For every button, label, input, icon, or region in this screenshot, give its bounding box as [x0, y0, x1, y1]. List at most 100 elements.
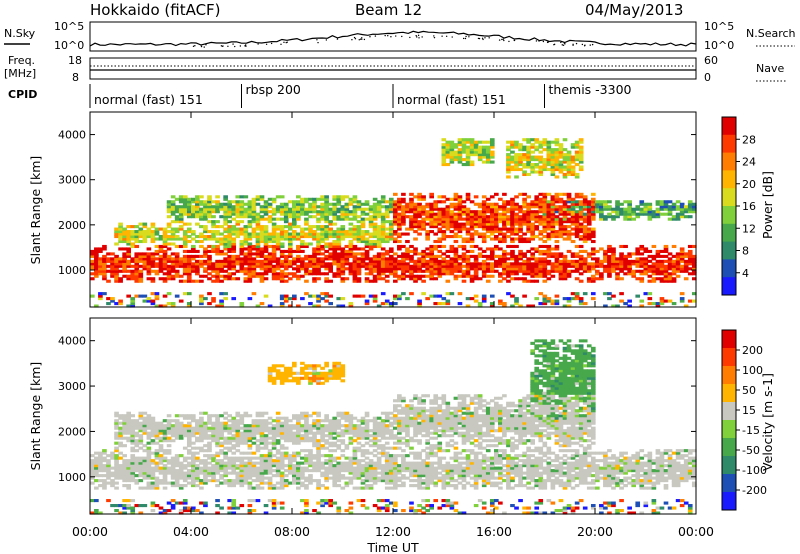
heatmap-cell — [615, 200, 620, 204]
heatmap-cell — [401, 262, 406, 266]
heatmap-cell — [397, 212, 402, 216]
heatmap-cell — [263, 446, 269, 450]
heatmap-cell — [566, 269, 572, 273]
heatmap-cell — [562, 217, 568, 221]
heatmap-cell — [312, 237, 317, 241]
heatmap-cell — [138, 486, 144, 490]
heatmap-cell — [542, 220, 548, 224]
heatmap-cell — [211, 471, 216, 475]
heatmap-cell — [98, 469, 103, 473]
heatmap-cell — [489, 232, 495, 236]
heatmap-cell — [449, 249, 455, 253]
heatmap-cell — [538, 222, 544, 226]
heatmap-cell — [182, 446, 188, 450]
heatmap-cell — [457, 143, 463, 147]
heatmap-cell — [469, 274, 475, 278]
heatmap-cell — [659, 272, 665, 276]
heatmap-cell — [388, 267, 394, 271]
heatmap-cell — [114, 454, 119, 458]
heatmap-cell — [287, 207, 293, 211]
nsearch-point — [561, 44, 563, 46]
heatmap-cell — [110, 466, 115, 470]
heatmap-cell — [429, 244, 434, 249]
heatmap-cell — [457, 158, 463, 162]
heatmap-cell — [372, 274, 378, 278]
heatmap-cell — [526, 259, 531, 263]
heatmap-cell — [316, 237, 321, 241]
heatmap-cell — [279, 461, 285, 465]
heatmap-cell — [348, 264, 354, 268]
heatmap-cell — [340, 259, 346, 263]
colorbar-tick-label: 24 — [742, 156, 756, 169]
heatmap-cell — [142, 254, 148, 258]
heatmap-cell — [417, 299, 422, 303]
heatmap-cell — [150, 292, 156, 296]
heatmap-cell — [611, 264, 616, 268]
heatmap-cell — [595, 257, 600, 261]
heatmap-cell — [514, 277, 519, 281]
heatmap-cell — [247, 242, 253, 246]
heatmap-cell — [332, 222, 338, 226]
heatmap-cell — [477, 222, 483, 226]
heatmap-cell — [639, 207, 645, 211]
heatmap-cell — [481, 202, 487, 206]
heatmap-cell — [191, 414, 196, 418]
heatmap-cell — [514, 205, 519, 209]
heatmap-cell — [227, 212, 232, 216]
heatmap-cell — [227, 242, 232, 246]
heatmap-cell — [247, 434, 253, 438]
heatmap-cell — [267, 471, 273, 475]
heatmap-cell — [405, 252, 410, 256]
heatmap-cell — [494, 210, 499, 214]
heatmap-cell — [336, 267, 342, 271]
heatmap-cell — [255, 426, 261, 430]
heatmap-cell — [275, 247, 281, 251]
heatmap-cell — [538, 205, 544, 209]
nsearch-point — [589, 44, 591, 46]
heatmap-cell — [368, 244, 374, 249]
heatmap-cell — [425, 212, 430, 216]
heatmap-cell — [570, 292, 576, 296]
heatmap-cell — [316, 212, 321, 216]
heatmap-cell — [211, 264, 216, 268]
heatmap-cell — [574, 297, 580, 301]
heatmap-cell — [578, 299, 584, 303]
heatmap-cell — [195, 210, 200, 214]
heatmap-cell — [275, 210, 281, 214]
nsearch-point — [433, 36, 436, 39]
nsearch-point — [200, 45, 203, 48]
heatmap-cell — [570, 145, 576, 149]
heatmap-cell — [191, 481, 196, 485]
heatmap-cell — [320, 292, 325, 296]
heatmap-cell — [134, 252, 140, 256]
heatmap-cell — [90, 272, 95, 276]
heatmap-cell — [219, 444, 224, 448]
heatmap-cell — [574, 205, 580, 209]
heatmap-cell — [178, 426, 184, 430]
heatmap-cell — [352, 254, 358, 258]
heatmap-cell — [94, 267, 99, 271]
heatmap-cell — [122, 264, 127, 268]
frequency-panel: Freq. [MHz] 18 8 60 0 Nave — [4, 54, 786, 84]
heatmap-cell — [558, 205, 564, 209]
heatmap-cell — [247, 262, 253, 266]
heatmap-cell — [558, 232, 564, 236]
heatmap-cell — [683, 207, 689, 211]
heatmap-cell — [623, 212, 628, 216]
heatmap-cell — [267, 205, 273, 209]
heatmap-cell — [558, 165, 564, 169]
heatmap-cell — [485, 210, 491, 214]
heatmap-cell — [324, 227, 329, 231]
heatmap-cell — [324, 205, 329, 209]
heatmap-cell — [186, 264, 192, 268]
heatmap-cell — [279, 471, 285, 475]
heatmap-cell — [166, 274, 172, 278]
heatmap-cell — [150, 501, 156, 505]
heatmap-cell — [683, 254, 689, 258]
heatmap-cell — [211, 249, 216, 253]
heatmap-cell — [489, 264, 495, 268]
heatmap-cell — [138, 259, 144, 263]
heatmap-cell — [542, 212, 548, 216]
heatmap-cell — [453, 145, 459, 149]
heatmap-cell — [635, 277, 641, 281]
